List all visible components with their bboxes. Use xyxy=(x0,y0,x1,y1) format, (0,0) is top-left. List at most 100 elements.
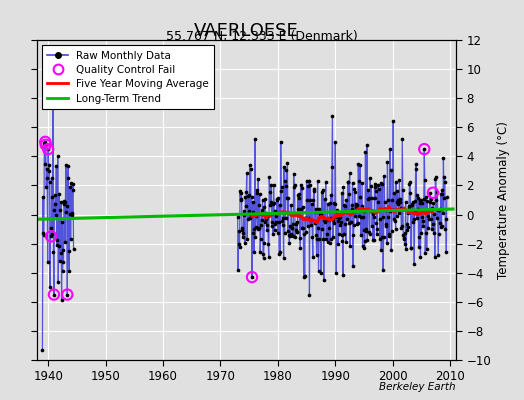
Point xyxy=(378,181,386,187)
Point xyxy=(66,210,74,217)
Point xyxy=(278,184,286,190)
Point xyxy=(272,218,280,225)
Point xyxy=(350,222,358,228)
Point xyxy=(361,149,369,156)
Point xyxy=(404,210,412,216)
Point xyxy=(328,214,336,221)
Point xyxy=(261,196,269,202)
Point xyxy=(326,200,334,206)
Point xyxy=(63,202,71,209)
Point xyxy=(429,221,437,227)
Point xyxy=(387,246,396,253)
Point xyxy=(406,189,414,196)
Point xyxy=(319,236,328,243)
Point xyxy=(313,178,322,184)
Point xyxy=(234,228,243,234)
Point xyxy=(427,207,435,213)
Point xyxy=(38,347,47,353)
Point xyxy=(300,273,309,279)
Point xyxy=(336,213,344,220)
Point xyxy=(66,184,74,190)
Point xyxy=(373,230,381,237)
Point xyxy=(264,241,272,247)
Point xyxy=(68,212,76,218)
Point xyxy=(49,248,58,255)
Point xyxy=(245,191,253,198)
Point xyxy=(345,170,354,176)
Point xyxy=(316,270,325,276)
Point xyxy=(51,200,59,207)
Point xyxy=(418,214,426,220)
Point xyxy=(406,179,414,186)
Point xyxy=(359,214,367,220)
Point xyxy=(305,291,314,298)
Point xyxy=(280,230,289,236)
Point xyxy=(253,187,261,193)
Point xyxy=(423,198,431,204)
Point xyxy=(278,218,286,224)
Point xyxy=(42,166,51,172)
Point xyxy=(361,245,369,251)
Point xyxy=(365,229,374,235)
Point xyxy=(371,195,379,202)
Point xyxy=(50,291,58,298)
Point xyxy=(316,210,325,216)
Point xyxy=(340,231,348,237)
Point xyxy=(339,184,347,190)
Point xyxy=(413,206,422,212)
Point xyxy=(398,136,407,142)
Point xyxy=(424,206,433,213)
Point xyxy=(60,198,69,204)
Point xyxy=(46,179,54,186)
Point xyxy=(335,215,343,222)
Point xyxy=(320,216,329,223)
Point xyxy=(256,249,264,255)
Point xyxy=(384,196,392,203)
Point xyxy=(237,197,245,203)
Point xyxy=(244,193,252,199)
Point xyxy=(247,212,255,218)
Point xyxy=(52,211,60,218)
Point xyxy=(363,142,371,148)
Point xyxy=(347,202,356,208)
Point xyxy=(283,228,292,234)
Point xyxy=(235,244,244,250)
Point xyxy=(285,232,293,238)
Point xyxy=(419,223,427,229)
Point xyxy=(329,217,337,224)
Point xyxy=(254,176,263,182)
Point xyxy=(310,188,318,194)
Point xyxy=(401,199,410,205)
Point xyxy=(372,181,380,187)
Point xyxy=(52,162,60,169)
Point xyxy=(288,225,297,231)
Point xyxy=(307,222,315,228)
Point xyxy=(405,203,413,209)
Point xyxy=(431,254,439,260)
Point xyxy=(350,186,358,192)
Point xyxy=(343,209,351,216)
Point xyxy=(423,213,432,220)
Point xyxy=(235,241,243,248)
Point xyxy=(302,214,310,221)
Point xyxy=(279,214,287,221)
Point xyxy=(42,183,50,190)
Point xyxy=(264,212,272,219)
Point xyxy=(262,210,270,216)
Point xyxy=(441,226,450,232)
Point xyxy=(366,208,375,214)
Point xyxy=(360,208,368,214)
Point xyxy=(343,216,352,222)
Point xyxy=(44,146,52,152)
Point xyxy=(392,213,401,219)
Point xyxy=(353,220,361,227)
Point xyxy=(249,209,258,215)
Point xyxy=(369,214,378,220)
Point xyxy=(275,219,283,226)
Point xyxy=(234,266,242,273)
Point xyxy=(369,236,377,243)
Point xyxy=(289,171,298,177)
Point xyxy=(243,236,252,242)
Point xyxy=(321,196,329,202)
Point xyxy=(420,146,429,152)
